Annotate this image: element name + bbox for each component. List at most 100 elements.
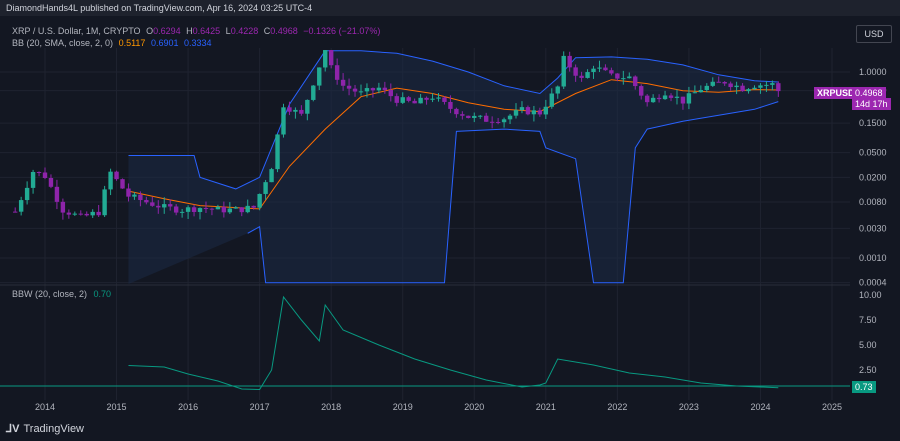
- candle-body-60: [370, 88, 376, 91]
- candle-body-16: [108, 171, 113, 190]
- bb-lower-value: 0.3334: [183, 38, 212, 48]
- candle-body-116: [704, 85, 709, 91]
- candle-body-22: [144, 200, 149, 203]
- close-label: C: [263, 26, 271, 36]
- candle-body-9: [66, 212, 72, 215]
- candle-body-90: [549, 93, 554, 107]
- candle-body-92: [561, 55, 566, 87]
- candle-body-111: [674, 96, 680, 98]
- change-value: −0.1326 (−21.07%): [303, 26, 381, 36]
- candle-body-24: [156, 205, 161, 208]
- candle-body-55: [340, 79, 346, 86]
- candle-body-11: [78, 213, 83, 215]
- tradingview-logo: ⅃V TradingView: [6, 422, 84, 435]
- candle-body-104: [633, 76, 638, 87]
- candle-body-81: [495, 121, 501, 123]
- bbw-axis: 10.00 7.50 5.00 2.50: [859, 290, 882, 375]
- candle-body-62: [382, 87, 388, 91]
- candle-body-49: [305, 99, 310, 114]
- bbw-line: [128, 295, 779, 391]
- candle-body-40: [251, 205, 256, 208]
- bb-label: BB (20, SMA, close, 2, 0): [12, 38, 114, 48]
- bb-upper-line: [128, 50, 779, 190]
- candle-body-19: [126, 188, 131, 197]
- candle-body-78: [478, 115, 483, 117]
- symbol-legend: XRP / U.S. Dollar, 1M, CRYPTO O0.6294 H0…: [12, 26, 380, 36]
- bbw-value: 0.70: [93, 289, 112, 299]
- bb-lower-line: [247, 101, 779, 284]
- candle-body-74: [454, 108, 459, 115]
- candle-body-34: [215, 206, 221, 210]
- candle-body-26: [168, 204, 173, 207]
- candles: [12, 50, 781, 220]
- candle-body-20: [132, 194, 137, 197]
- footer: [0, 416, 900, 441]
- candle-body-41: [257, 193, 262, 208]
- candle-body-54: [334, 65, 340, 80]
- candle-body-112: [680, 96, 686, 104]
- candle-body-44: [275, 134, 280, 170]
- candle-body-108: [656, 97, 662, 100]
- candle-body-103: [627, 76, 632, 79]
- bb-legend: BB (20, SMA, close, 2, 0) 0.5117 0.6901 …: [12, 38, 212, 48]
- candle-body-115: [698, 90, 704, 93]
- bbw-tick-1: 7.50: [859, 315, 877, 325]
- time-axis: 2014 2015 2016 2017 2018 2019 2020 2021 2022 2023…: [35, 402, 842, 412]
- candle-body-86: [525, 107, 531, 115]
- candle-body-66: [406, 97, 411, 101]
- close-value: 0.4968: [270, 26, 298, 36]
- price-tick-3: 0.1500: [859, 118, 887, 128]
- candle-body-100: [609, 70, 614, 74]
- symbol-name: XRP / U.S. Dollar, 1M, CRYPTO: [12, 26, 141, 36]
- candle-body-13: [90, 211, 95, 216]
- candle-body-14: [96, 211, 101, 216]
- candle-body-23: [150, 202, 155, 206]
- candle-body-53: [328, 50, 334, 66]
- candle-body-33: [209, 208, 215, 210]
- time-tick-1: 2015: [107, 402, 127, 412]
- candle-body-48: [299, 109, 304, 114]
- candle-body-32: [203, 208, 209, 210]
- time-tick-7: 2021: [536, 402, 556, 412]
- candle-body-127: [770, 83, 775, 85]
- candle-body-71: [436, 97, 441, 99]
- candle-body-121: [734, 85, 739, 88]
- time-tick-0: 2014: [35, 402, 55, 412]
- candle-body-123: [746, 89, 751, 92]
- candle-body-99: [603, 67, 608, 71]
- candle-body-37: [233, 207, 238, 209]
- currency-button[interactable]: USD: [856, 25, 892, 43]
- candle-body-87: [531, 110, 537, 115]
- price-tick-9: 0.0004: [859, 278, 887, 288]
- candle-body-107: [650, 97, 656, 103]
- candle-body-38: [239, 207, 244, 213]
- candle-body-97: [591, 68, 596, 73]
- candle-body-118: [716, 81, 721, 83]
- time-tick-2: 2016: [178, 402, 198, 412]
- candle-body-93: [567, 55, 572, 68]
- candle-body-0: [12, 211, 18, 213]
- candle-body-12: [84, 213, 89, 216]
- candle-body-56: [346, 85, 352, 89]
- candle-body-43: [269, 169, 274, 183]
- candle-body-83: [507, 115, 513, 120]
- bbw-tick-0: 10.00: [859, 290, 882, 300]
- bbw-legend: BBW (20, close, 2) 0.70: [12, 289, 111, 299]
- candle-body-5: [42, 172, 48, 178]
- candle-body-30: [191, 207, 197, 212]
- candle-body-110: [668, 95, 674, 98]
- candle-body-63: [388, 90, 394, 97]
- candle-body-125: [758, 85, 763, 88]
- candle-body-98: [597, 67, 602, 69]
- candle-body-122: [740, 85, 745, 92]
- price-tag: 0.4968: [852, 87, 886, 99]
- candle-body-6: [48, 177, 54, 187]
- time-tick-8: 2022: [607, 402, 627, 412]
- candle-body-50: [311, 85, 316, 100]
- bb-basis-value: 0.5117: [118, 38, 146, 48]
- bbw-tick-2: 5.00: [859, 340, 877, 350]
- candle-body-109: [662, 95, 668, 100]
- candle-body-21: [138, 194, 143, 201]
- candle-body-119: [722, 81, 727, 84]
- symbol-tag: XRPUSD: [814, 87, 858, 99]
